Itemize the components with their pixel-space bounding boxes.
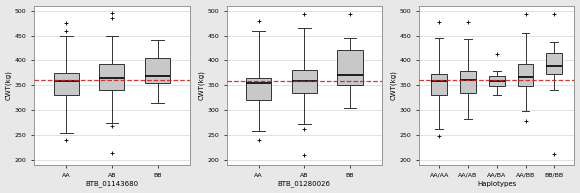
- PathPatch shape: [246, 78, 271, 100]
- Y-axis label: CWT(kg): CWT(kg): [198, 70, 205, 100]
- PathPatch shape: [53, 73, 79, 95]
- PathPatch shape: [432, 74, 447, 95]
- PathPatch shape: [99, 64, 125, 90]
- PathPatch shape: [546, 53, 562, 74]
- X-axis label: Haplotypes: Haplotypes: [477, 181, 516, 187]
- PathPatch shape: [292, 70, 317, 93]
- Y-axis label: CWT(kg): CWT(kg): [390, 70, 397, 100]
- X-axis label: BTB_01143680: BTB_01143680: [85, 181, 139, 187]
- PathPatch shape: [460, 71, 476, 93]
- PathPatch shape: [145, 58, 170, 83]
- PathPatch shape: [338, 51, 362, 85]
- Y-axis label: CWT(kg): CWT(kg): [6, 70, 12, 100]
- X-axis label: BTB_01280026: BTB_01280026: [278, 181, 331, 187]
- PathPatch shape: [517, 64, 534, 86]
- PathPatch shape: [489, 76, 505, 86]
